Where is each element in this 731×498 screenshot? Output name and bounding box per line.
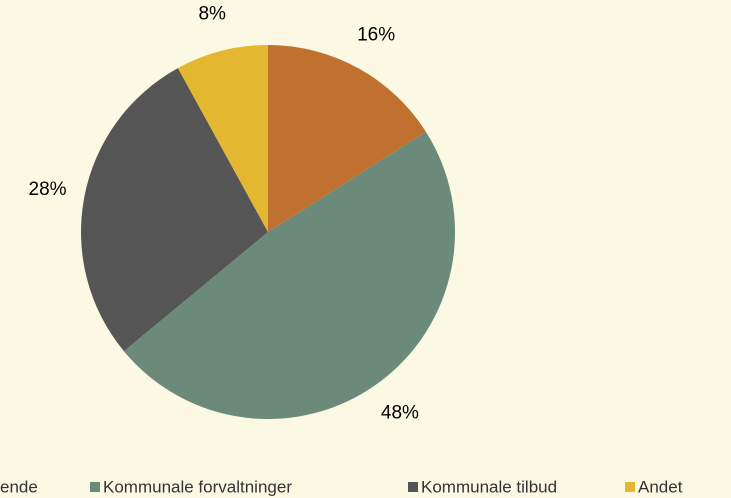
legend-label: Kommunale forvaltninger <box>103 477 292 496</box>
legend-label: Kommunale tilbud <box>421 477 557 496</box>
legend-swatch <box>625 482 635 492</box>
legend-label: ende <box>0 477 38 496</box>
legend-swatch <box>408 482 418 492</box>
pie-slice <box>81 68 269 352</box>
data-label: 48% <box>381 403 419 424</box>
data-label: 8% <box>198 4 226 25</box>
legend-label: Andet <box>638 477 683 496</box>
data-label: 28% <box>29 179 67 200</box>
pie-slice <box>123 131 455 419</box>
legend-swatch <box>90 482 100 492</box>
pie-slice <box>268 45 426 232</box>
data-label: 16% <box>357 24 395 45</box>
pie-slice <box>177 45 268 232</box>
